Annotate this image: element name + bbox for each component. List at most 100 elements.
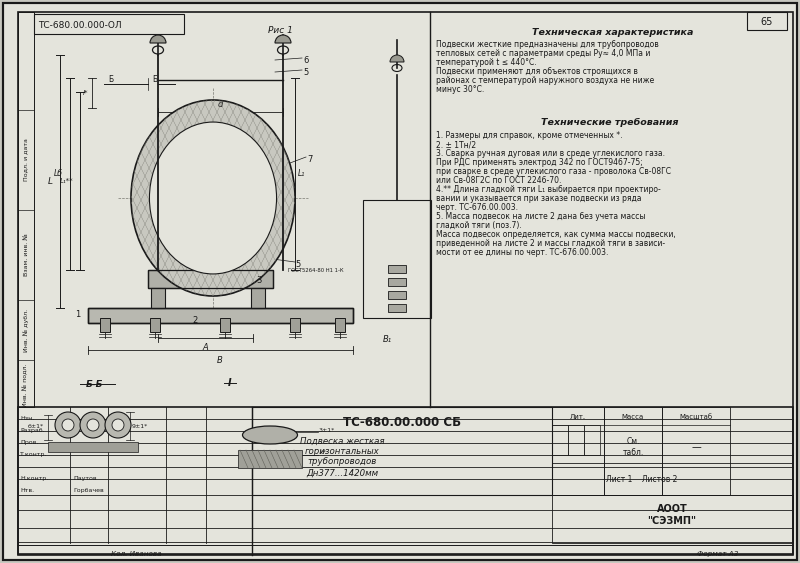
Text: 6: 6 [303, 56, 308, 65]
Text: Лист 1    Листов 2: Лист 1 Листов 2 [606, 475, 678, 484]
Bar [388, 278, 406, 286]
Text: 4.** Длина гладкой тяги L₁ выбирается при проектиро-: 4.** Длина гладкой тяги L₁ выбирается пр… [436, 185, 661, 194]
Text: 2: 2 [193, 316, 198, 325]
Bar [388, 291, 406, 299]
Text: Паутов: Паутов [73, 476, 97, 481]
Ellipse shape [242, 426, 298, 444]
Text: вании и указывается при заказе подвески из ряда: вании и указывается при заказе подвески … [436, 194, 642, 203]
Bar [88, 308, 353, 323]
Text: B₁: B₁ [382, 335, 391, 344]
Text: Масса подвесок определяется, как сумма массы подвески,: Масса подвесок определяется, как сумма м… [436, 230, 676, 239]
Text: ГОСТ5264-80 Н1 1-К: ГОСТ5264-80 Н1 1-К [288, 268, 344, 273]
Bar [662, 407, 730, 495]
Text: Б: Б [108, 75, 113, 84]
Circle shape [112, 419, 124, 431]
Bar [252, 407, 552, 495]
Text: l*: l* [82, 90, 88, 96]
Text: Т.контр.: Т.контр. [20, 452, 47, 457]
Text: A: A [202, 343, 208, 352]
Text: 3. Сварка ручная дуговая или в среде углекислого газа.: 3. Сварка ручная дуговая или в среде угл… [436, 149, 665, 158]
Ellipse shape [131, 100, 295, 296]
Text: минус 30°С.: минус 30°С. [436, 85, 484, 94]
Text: при сварке в среде углекислого газа - проволока Св-08ГС: при сварке в среде углекислого газа - пр… [436, 167, 671, 176]
Bar [552, 407, 604, 495]
Text: Лит.: Лит. [570, 414, 586, 420]
Text: Подл. и дата: Подл. и дата [23, 138, 29, 181]
Text: АООТ
"СЭЗМП": АООТ "СЭЗМП" [647, 504, 697, 526]
Text: 7: 7 [307, 155, 312, 164]
Bar [335, 318, 345, 332]
Bar [584, 425, 600, 455]
Text: См.
табл.: См. табл. [622, 437, 644, 457]
Circle shape [80, 412, 106, 438]
Text: или Св-08Г2С по ГОСТ 2246-70.: или Св-08Г2С по ГОСТ 2246-70. [436, 176, 562, 185]
Wedge shape [150, 35, 166, 43]
Text: 1. Размеры для справок, кроме отмеченных *.: 1. Размеры для справок, кроме отмеченных… [436, 131, 622, 140]
Text: Масса: Масса [622, 414, 644, 420]
Text: трубопроводов: трубопроводов [307, 457, 377, 466]
Text: Техническая характеристика: Техническая характеристика [532, 28, 694, 37]
Text: —: — [691, 442, 701, 452]
Text: Б: Б [152, 75, 157, 84]
Text: Взам. инв. №: Взам. инв. № [23, 234, 29, 276]
Text: ТС-680.00.000-ОЛ: ТС-680.00.000-ОЛ [38, 20, 122, 29]
Text: 1: 1 [74, 310, 80, 319]
Text: Инв. № дубл.: Инв. № дубл. [23, 309, 29, 351]
Text: Б-Б: Б-Б [86, 380, 104, 389]
Ellipse shape [150, 122, 277, 274]
Text: Дн: Дн [202, 202, 214, 211]
Bar [34, 14, 184, 34]
Bar [251, 288, 265, 308]
Bar [88, 308, 353, 323]
Text: Подвеска жесткая: Подвеска жесткая [300, 437, 384, 446]
Text: 3±1*: 3±1* [319, 427, 335, 432]
Text: гладкой тяги (поз.7).: гладкой тяги (поз.7). [436, 221, 522, 230]
Text: Пров.: Пров. [20, 440, 38, 445]
Bar [388, 265, 406, 273]
Text: б±1*: б±1* [28, 425, 44, 430]
Text: тепловых сетей с параметрами среды Ру≈ 4,0 МПа и: тепловых сетей с параметрами среды Ру≈ 4… [436, 49, 650, 58]
Text: Lб: Lб [54, 169, 63, 178]
Text: Инв. № подл.: Инв. № подл. [23, 363, 29, 406]
Text: При РДС применять электрод 342 по ГОСТ9467-75;: При РДС применять электрод 342 по ГОСТ94… [436, 158, 642, 167]
Text: ТС-680.00.000 СБ: ТС-680.00.000 СБ [343, 417, 461, 430]
Bar [48, 442, 138, 452]
Bar [220, 318, 230, 332]
Bar [290, 318, 300, 332]
Text: 2. ± 1Тн/2: 2. ± 1Тн/2 [436, 140, 476, 149]
Text: 5: 5 [303, 68, 308, 77]
Text: мости от ее длины по черт. ТС-676.00.003.: мости от ее длины по черт. ТС-676.00.003… [436, 248, 608, 257]
Bar [18, 407, 793, 555]
Text: Нзн.: Нзн. [20, 416, 34, 421]
Text: L₁**: L₁** [59, 178, 73, 184]
Text: горизонтальных: горизонтальных [305, 447, 379, 456]
Bar [552, 495, 793, 543]
Text: B: B [217, 356, 223, 365]
Text: I: I [228, 378, 232, 388]
Text: Подвески применяют для объектов строящихся в: Подвески применяют для объектов строящих… [436, 67, 638, 76]
Text: Подвески жесткие предназначены для трубопроводов: Подвески жесткие предназначены для трубо… [436, 40, 658, 49]
Text: Разраб.: Разраб. [20, 428, 45, 433]
Text: 9±1*: 9±1* [132, 423, 148, 428]
Bar [604, 407, 662, 495]
Text: Кол. Иванова: Кол. Иванова [110, 551, 162, 557]
Bar [238, 450, 302, 468]
Text: 65: 65 [761, 17, 773, 27]
Text: 5. Масса подвесок на листе 2 дана без учета массы: 5. Масса подвесок на листе 2 дана без уч… [436, 212, 646, 221]
Circle shape [87, 419, 99, 431]
Text: L₁: L₁ [298, 169, 306, 178]
Text: Рис 1: Рис 1 [268, 26, 293, 35]
Text: черт. ТС-676.00.003.: черт. ТС-676.00.003. [436, 203, 518, 212]
Bar [148, 270, 273, 288]
Bar [150, 318, 160, 332]
Bar [747, 12, 787, 30]
Text: 3: 3 [256, 276, 262, 285]
Text: Семенников: Семенников [73, 428, 114, 433]
Text: k*: k* [319, 450, 326, 455]
Text: d: d [218, 100, 222, 109]
Bar [568, 425, 584, 455]
Circle shape [55, 412, 81, 438]
Circle shape [62, 419, 74, 431]
Text: приведенной на листе 2 и массы гладкой тяги в зависи-: приведенной на листе 2 и массы гладкой т… [436, 239, 665, 248]
Text: температурой t ≤ 440°С.: температурой t ≤ 440°С. [436, 58, 537, 67]
